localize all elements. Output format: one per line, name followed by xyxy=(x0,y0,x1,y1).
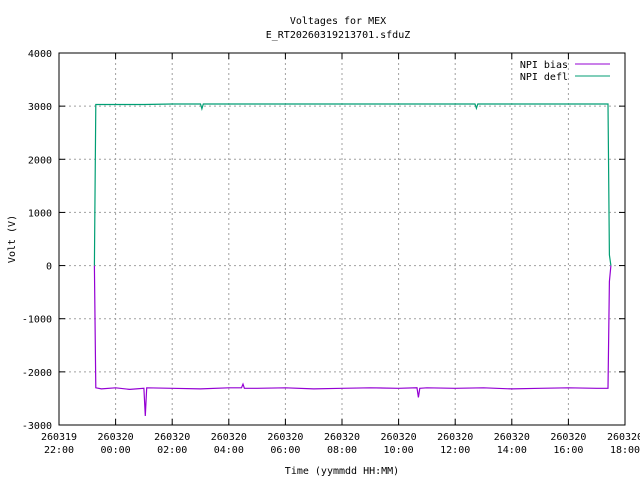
x-tick-label-date: 260319 xyxy=(41,432,77,443)
x-tick-label-time: 02:00 xyxy=(157,445,187,456)
x-tick-label-date: 260320 xyxy=(211,432,247,443)
x-tick-label-date: 260320 xyxy=(154,432,190,443)
x-tick-label-date: 260320 xyxy=(267,432,303,443)
x-tick-label-date: 260320 xyxy=(98,432,134,443)
y-tick-label: 3000 xyxy=(28,102,52,113)
x-tick-label-date: 260320 xyxy=(550,432,586,443)
legend-label-npi-bias: NPI bias xyxy=(520,60,568,71)
y-tick-label: 0 xyxy=(46,262,52,273)
series-line-npi-defl xyxy=(93,103,612,266)
x-tick-label-date: 260320 xyxy=(324,432,360,443)
series-layer xyxy=(93,103,612,417)
y-tick-label: -3000 xyxy=(22,421,52,432)
x-axis-label: Time (yymmdd HH:MM) xyxy=(285,466,399,477)
y-axis-ticks: -3000 -2000 -1000 0 1000 2000 3000 4000 xyxy=(22,49,625,432)
x-tick-label-time: 08:00 xyxy=(327,445,357,456)
y-tick-label: -1000 xyxy=(22,315,52,326)
x-tick-label-time: 12:00 xyxy=(440,445,470,456)
x-tick-label-time: 04:00 xyxy=(214,445,244,456)
x-tick-label-date: 260320 xyxy=(607,432,640,443)
y-tick-label: 4000 xyxy=(28,49,52,60)
legend-label-npi-defl: NPI defl xyxy=(520,72,568,83)
y-axis-label: Volt (V) xyxy=(7,215,18,263)
y-tick-label: -2000 xyxy=(22,368,52,379)
x-tick-label-time: 16:00 xyxy=(553,445,583,456)
y-tick-label: 1000 xyxy=(28,208,52,219)
x-tick-label-time: 06:00 xyxy=(270,445,300,456)
x-tick-label-date: 260320 xyxy=(437,432,473,443)
x-tick-label-time: 14:00 xyxy=(497,445,527,456)
chart-subtitle: E_RT20260319213701.sfduZ xyxy=(266,30,411,41)
x-tick-label-time: 10:00 xyxy=(384,445,414,456)
chart-title: Voltages for MEX xyxy=(290,16,386,27)
y-tick-label: 2000 xyxy=(28,155,52,166)
legend: NPI bias NPI defl xyxy=(520,60,610,83)
x-tick-label-date: 260320 xyxy=(381,432,417,443)
series-line-npi-bias xyxy=(93,265,612,417)
x-axis-ticks: 260319 22:00 260320 00:00 260320 02:00 260320 0… xyxy=(41,53,640,456)
grid xyxy=(59,53,625,425)
x-tick-label-date: 260320 xyxy=(494,432,530,443)
x-tick-label-time: 18:00 xyxy=(610,445,640,456)
x-tick-label-time: 22:00 xyxy=(44,445,74,456)
x-tick-label-time: 00:00 xyxy=(101,445,131,456)
